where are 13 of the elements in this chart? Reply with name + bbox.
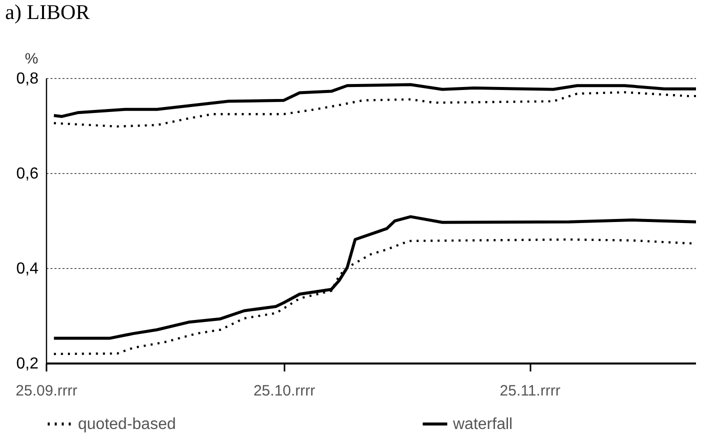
chart-title: a) LIBOR <box>5 0 90 24</box>
y-tick-label: 0,8 <box>16 70 39 88</box>
x-tick-label: 25.11.rrrr <box>500 382 560 400</box>
y-tick-label: 0,6 <box>16 166 39 182</box>
line-series <box>52 83 696 118</box>
legend-label: waterfall <box>452 416 513 433</box>
x-tick-label: 25.10.rrrr <box>253 382 316 400</box>
y-tick-label: 0,2 <box>16 356 39 372</box>
x-tick-label: 25.09.rrrr <box>16 382 78 400</box>
y-axis-title: % <box>24 50 38 68</box>
legend-label: quoted-based <box>78 416 176 433</box>
y-tick-label: 0,4 <box>16 260 39 278</box>
line-series <box>52 91 696 128</box>
